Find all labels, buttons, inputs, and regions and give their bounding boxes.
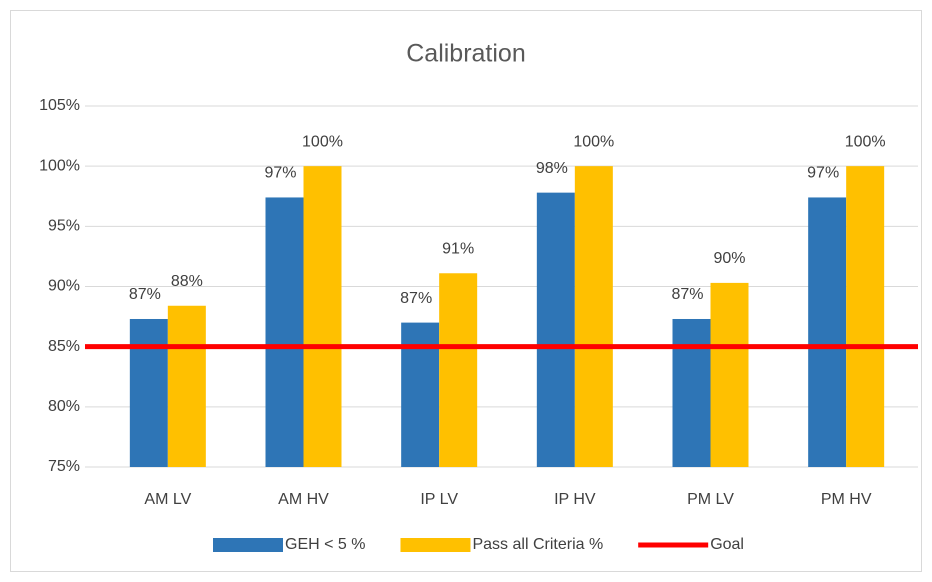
bar bbox=[167, 305, 206, 467]
chart-title: Calibration bbox=[406, 40, 526, 68]
bar bbox=[129, 318, 168, 467]
data-label: 87% bbox=[671, 286, 703, 303]
bar bbox=[536, 192, 575, 467]
legend-label: GEH < 5 % bbox=[285, 536, 365, 553]
bar bbox=[808, 197, 847, 467]
y-tick-label: 105% bbox=[39, 97, 80, 114]
bar bbox=[303, 166, 342, 467]
data-label: 91% bbox=[442, 240, 474, 257]
data-label: 87% bbox=[400, 290, 432, 307]
data-label: 97% bbox=[807, 165, 839, 182]
y-tick-label: 85% bbox=[48, 338, 80, 355]
y-tick-label: 95% bbox=[48, 218, 80, 235]
bar bbox=[672, 318, 711, 467]
y-tick-label: 90% bbox=[48, 278, 80, 295]
x-tick-label: IP HV bbox=[554, 491, 596, 508]
y-tick-label: 80% bbox=[48, 398, 80, 415]
data-label: 88% bbox=[171, 273, 203, 290]
x-tick-label: PM LV bbox=[687, 491, 734, 508]
data-label: 100% bbox=[302, 133, 343, 150]
data-label: 100% bbox=[573, 133, 614, 150]
x-tick-label: AM LV bbox=[144, 491, 191, 508]
data-label: 100% bbox=[845, 133, 886, 150]
x-tick-label: AM HV bbox=[278, 491, 329, 508]
data-label: 98% bbox=[536, 160, 568, 177]
bar bbox=[439, 273, 478, 467]
y-tick-label: 75% bbox=[48, 458, 80, 475]
data-label: 90% bbox=[713, 250, 745, 267]
bar bbox=[710, 282, 749, 467]
bar bbox=[846, 166, 885, 467]
data-label: 87% bbox=[129, 286, 161, 303]
legend-label: Goal bbox=[710, 536, 744, 553]
bar bbox=[574, 166, 613, 467]
legend-swatch bbox=[213, 538, 283, 552]
x-tick-label: IP LV bbox=[420, 491, 458, 508]
data-label: 97% bbox=[264, 165, 296, 182]
bar bbox=[265, 197, 304, 467]
legend-swatch bbox=[400, 538, 471, 552]
y-tick-label: 100% bbox=[39, 157, 80, 174]
x-tick-label: PM HV bbox=[821, 491, 872, 508]
legend-label: Pass all Criteria % bbox=[472, 536, 603, 553]
